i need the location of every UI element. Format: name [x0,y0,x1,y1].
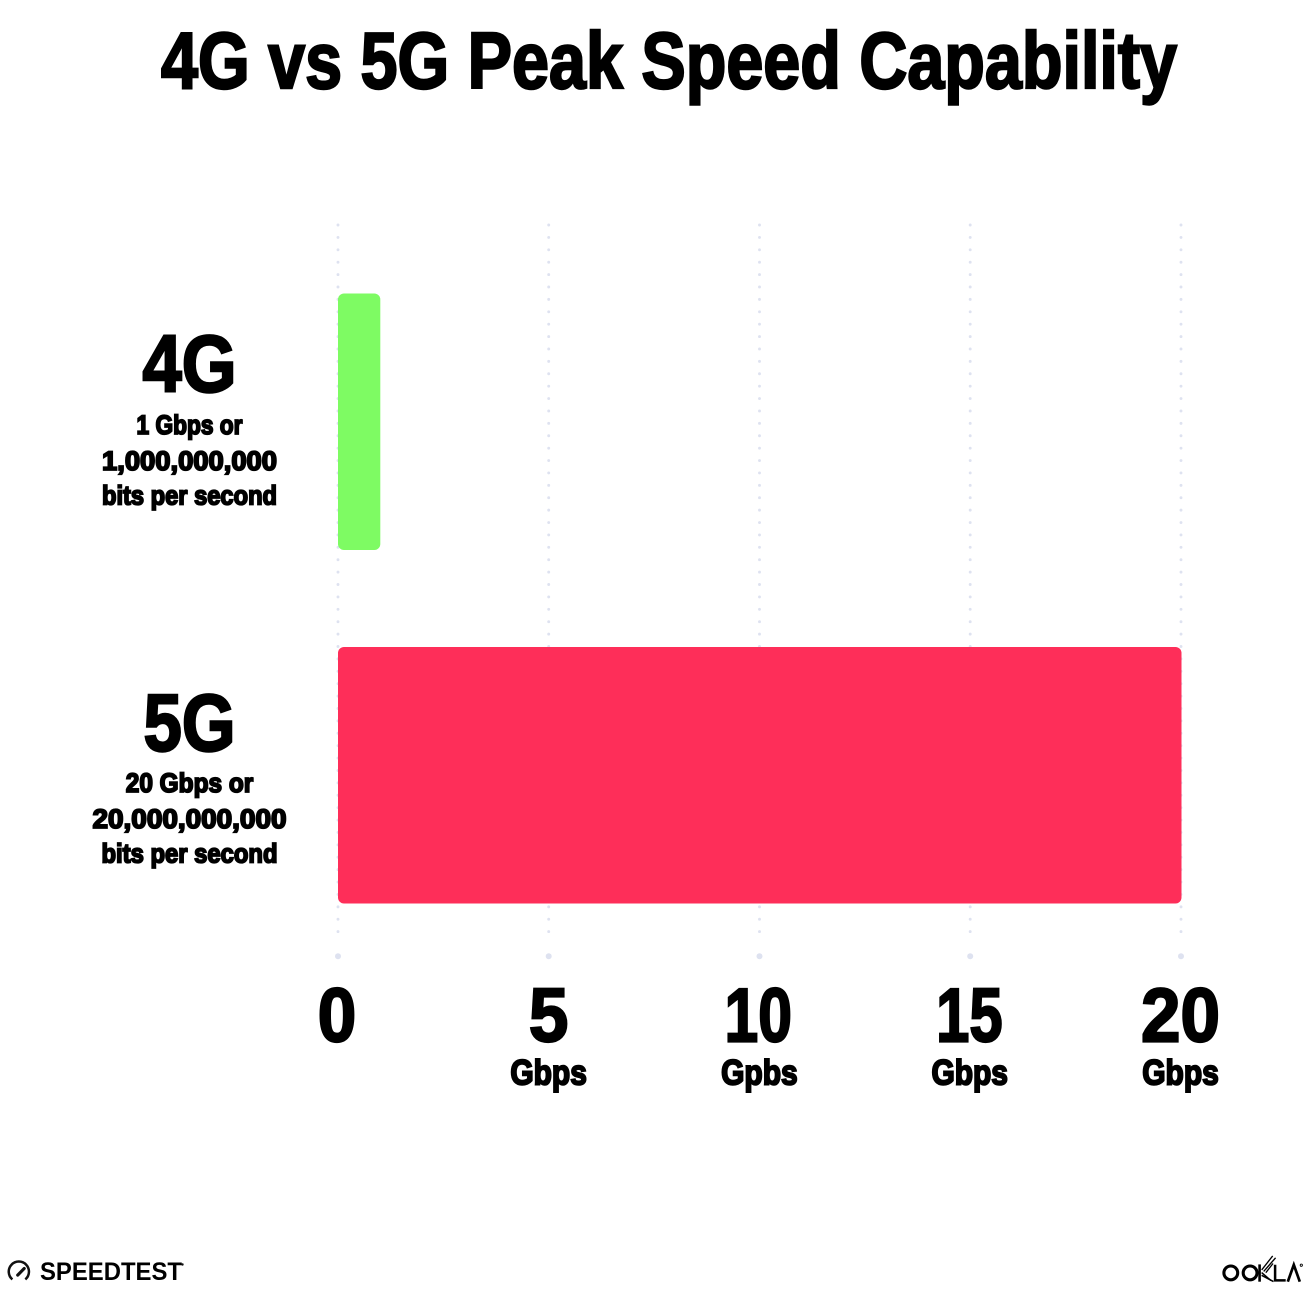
svg-text:Gbps: Gbps [510,1053,587,1092]
svg-text:1,000,000,000: 1,000,000,000 [102,446,277,476]
svg-text:10: 10 [725,973,793,1058]
svg-text:bits per second: bits per second [102,838,278,868]
svg-text:5G: 5G [144,679,236,769]
svg-text:15: 15 [936,973,1003,1058]
svg-text:20,000,000,000: 20,000,000,000 [93,804,287,834]
svg-text:5: 5 [529,973,569,1058]
svg-text:bits per second: bits per second [102,480,277,510]
svg-text:Gbps: Gbps [1142,1053,1219,1092]
svg-text:SPEEDTEST: SPEEDTEST [40,1259,182,1286]
svg-text:Gpbs: Gpbs [721,1053,798,1092]
svg-text:Gbps: Gbps [931,1053,1008,1092]
svg-text:20 Gbps or: 20 Gbps or [126,768,254,798]
svg-text:0: 0 [318,973,357,1058]
svg-text:4G: 4G [143,319,237,409]
svg-text:1 Gbps or: 1 Gbps or [137,410,243,440]
svg-text:20: 20 [1141,973,1220,1058]
svg-text:4G vs 5G Peak Speed Capability: 4G vs 5G Peak Speed Capability [161,16,1177,105]
